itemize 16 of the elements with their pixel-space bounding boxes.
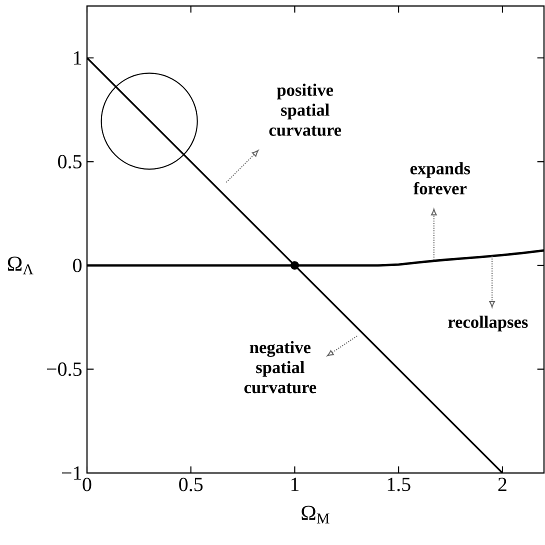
annotation: negative spatial curvature bbox=[244, 341, 316, 394]
x-tick-label: 0 bbox=[82, 478, 92, 492]
y-tick-label: −1 bbox=[62, 466, 82, 480]
y-tick-label: 1 bbox=[74, 51, 82, 64]
x-tick-label: 2 bbox=[498, 478, 506, 491]
x-tick-label: 0.5 bbox=[179, 478, 203, 492]
y-tick-label: −0.5 bbox=[47, 362, 82, 376]
x-tick-label: 1 bbox=[291, 478, 299, 491]
y-tick-label: 0.5 bbox=[58, 154, 82, 168]
annotation: positive spatial curvature bbox=[269, 84, 342, 136]
annotation: expands forever bbox=[410, 162, 470, 194]
y-tick-label: 0 bbox=[73, 258, 82, 272]
x-tick-label: 1.5 bbox=[388, 478, 410, 492]
annotation: recollapses bbox=[448, 316, 528, 332]
y-axis-title: Ω$_{Λ}$ bbox=[8, 256, 34, 274]
x-axis-title: Ω$_{M}$ bbox=[302, 506, 330, 524]
